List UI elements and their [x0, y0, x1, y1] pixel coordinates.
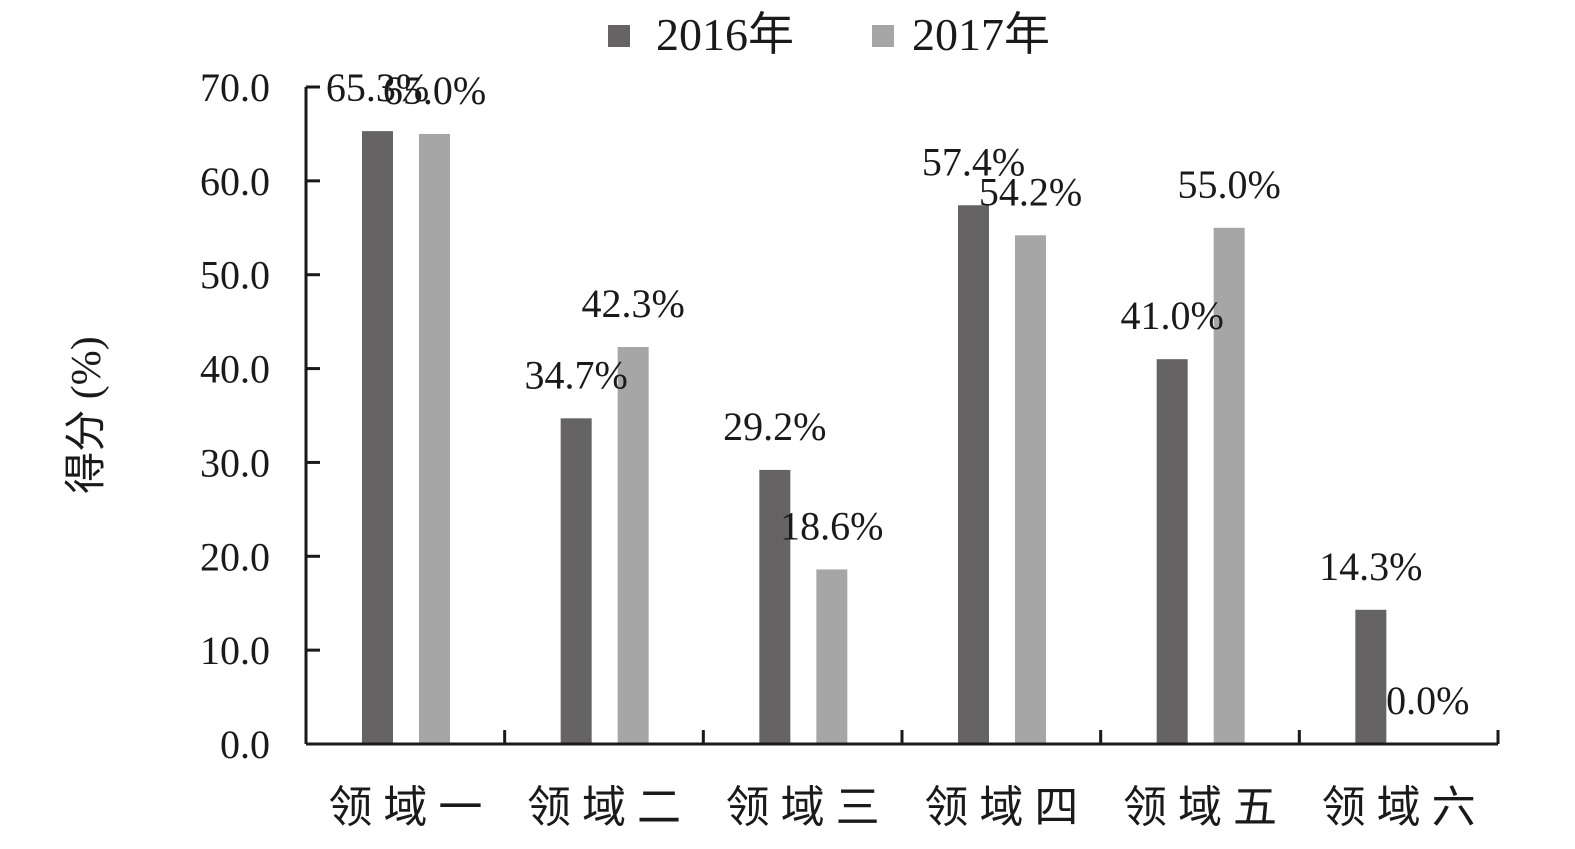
- bar-series1: [1156, 359, 1188, 744]
- y-tick-label: 50.0: [200, 253, 270, 298]
- bar-series1: [958, 205, 989, 744]
- x-category-label: 领 域 三: [726, 783, 880, 832]
- y-tick-label: 10.0: [200, 628, 270, 673]
- y-tick-label: 20.0: [200, 534, 270, 579]
- data-label: 41.0%: [1121, 293, 1224, 338]
- bar-series1: [362, 131, 393, 744]
- bar-series2: [1015, 235, 1046, 744]
- y-axis-title: 得分 (%): [64, 336, 110, 493]
- x-category-label: 领 域 五: [1123, 783, 1277, 832]
- data-label: 14.3%: [1319, 544, 1422, 589]
- data-label: 55.0%: [1178, 162, 1281, 207]
- legend-swatch: [608, 25, 630, 47]
- x-axis: 领 域 一领 域 二领 域 三领 域 四领 域 五领 域 六: [304, 730, 1500, 832]
- bar-series2: [617, 346, 649, 744]
- y-axis: 0.0 10.0 20.0 30.0 40.0 50.0 60.0 70.0: [200, 65, 320, 767]
- y-tick-label: 0.0: [220, 722, 270, 767]
- data-label: 65.3%: [326, 65, 429, 110]
- data-label: 54.2%: [979, 169, 1082, 214]
- bar-series1: [759, 469, 791, 744]
- data-label: 65.0%: [383, 68, 486, 113]
- bar-series1: [1355, 609, 1387, 744]
- bar-series2: [1213, 227, 1245, 745]
- legend-label: 2016年: [656, 9, 794, 60]
- x-category-label: 领 域 一: [328, 783, 482, 832]
- y-tick-label: 30.0: [200, 440, 270, 485]
- data-label: 34.7%: [525, 352, 628, 397]
- bars: [362, 131, 1387, 745]
- data-label: 29.2%: [723, 404, 826, 449]
- data-labels: 65.3% 34.7% 29.2% 57.4% 41.0% 14.3% 65.0% 42.3%…: [326, 65, 1470, 723]
- bar-series1: [560, 418, 592, 744]
- data-label: 57.4%: [922, 139, 1025, 184]
- y-tick-label: 70.0: [200, 65, 270, 110]
- x-category-label: 领 域 二: [527, 783, 681, 832]
- x-category-label: 领 域 四: [924, 783, 1078, 832]
- data-label: 42.3%: [582, 281, 685, 326]
- y-tick-label: 40.0: [200, 347, 270, 392]
- bar-series2: [419, 133, 450, 744]
- legend: 2016年 2017年: [608, 9, 1050, 60]
- x-category-label: 领 域 六: [1322, 783, 1476, 832]
- bar-series2: [816, 569, 848, 744]
- data-label: 18.6%: [780, 503, 883, 548]
- y-tick-label: 60.0: [200, 159, 270, 204]
- legend-swatch: [872, 25, 894, 47]
- legend-label: 2017年: [912, 9, 1050, 60]
- data-label: 0.0%: [1386, 678, 1469, 723]
